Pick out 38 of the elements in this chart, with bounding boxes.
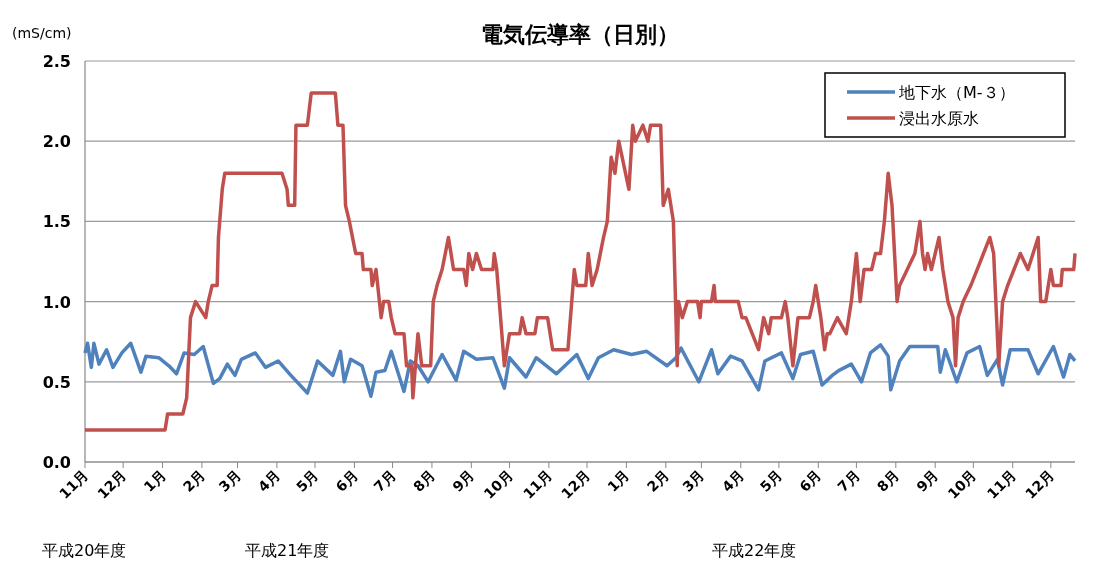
legend-label: 地下水（M-３） <box>898 83 1015 102</box>
x-tick-label: 1月 <box>140 466 169 495</box>
x-tick-label: 4月 <box>718 466 747 495</box>
chart-title: 電気伝導率（日別） <box>481 22 679 47</box>
x-tick-label: 3月 <box>215 466 244 495</box>
x-tick-label: 12月 <box>558 466 594 502</box>
x-tick-label: 10月 <box>944 466 980 502</box>
x-tick-label: 10月 <box>480 466 516 502</box>
x-tick-label: 11月 <box>983 466 1019 502</box>
x-tick-label: 7月 <box>370 466 399 495</box>
y-tick-label: 1.0 <box>42 292 71 312</box>
x-tick-label: 9月 <box>913 466 942 495</box>
x-tick-label: 11月 <box>519 466 555 502</box>
y-tick-label: 1.5 <box>42 212 71 232</box>
y-tick-label: 0.5 <box>42 372 71 392</box>
x-tick-label: 8月 <box>873 466 902 495</box>
x-tick-label: 7月 <box>834 466 863 495</box>
y-tick-label: 2.0 <box>42 132 71 152</box>
x-tick-label: 12月 <box>94 466 130 502</box>
y-tick-label: 2.5 <box>42 52 71 71</box>
x-tick-label: 2月 <box>643 466 672 495</box>
x-tick-label: 4月 <box>254 466 284 495</box>
y-tick-label: 0.0 <box>42 453 71 472</box>
text: 平成21年度 <box>245 541 330 560</box>
x-tick-label: 2月 <box>179 466 209 495</box>
text: 平成20年度 <box>42 541 127 560</box>
y-axis-title: (mS/cm) <box>12 25 72 41</box>
x-tick-label: 8月 <box>409 466 439 495</box>
text: 平成22年度 <box>712 541 797 560</box>
x-tick-label: 5月 <box>756 466 786 495</box>
x-tick-label: 12月 <box>1021 466 1057 502</box>
legend-label: 浸出水原水 <box>899 109 979 128</box>
x-tick-label: 6月 <box>332 466 361 495</box>
x-tick-label: 9月 <box>449 466 478 495</box>
x-tick-label: 3月 <box>679 466 708 495</box>
x-tick-label: 6月 <box>796 466 825 495</box>
x-tick-label: 5月 <box>293 466 322 495</box>
x-tick-label: 1月 <box>604 466 633 495</box>
